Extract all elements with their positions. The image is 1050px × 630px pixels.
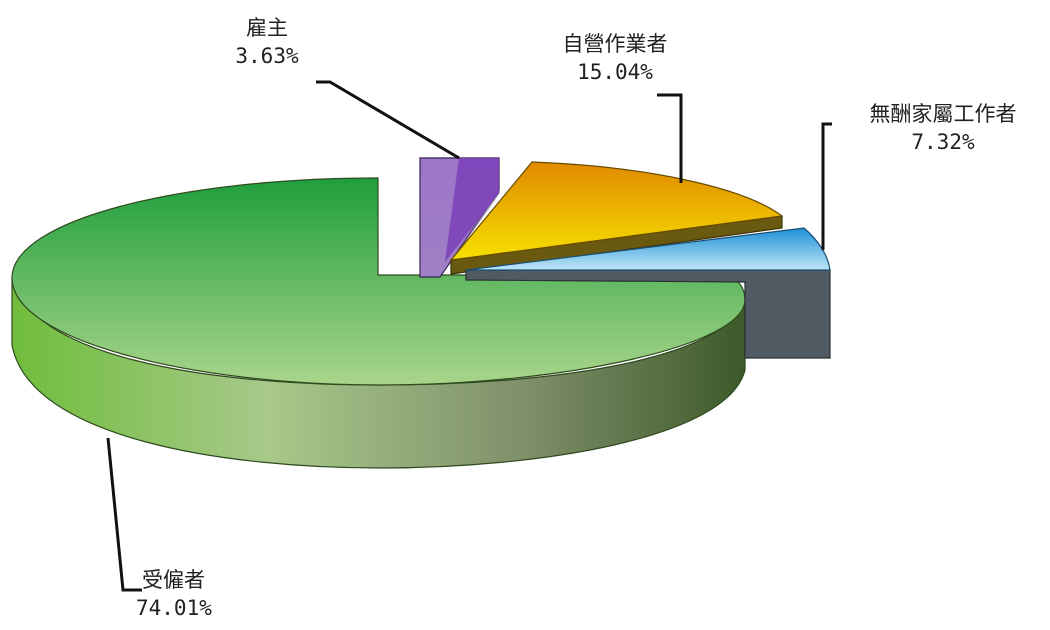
- leader-line-employers: [316, 80, 460, 160]
- label-own-account-value: 15.04%: [577, 60, 653, 84]
- slice-unpaid-family-workers: [465, 227, 831, 359]
- label-employers-value: 3.63%: [235, 44, 299, 68]
- slice-employees: [11, 177, 746, 469]
- label-own-account: 自營作業者 15.04%: [540, 30, 690, 86]
- label-employers: 雇主 3.63%: [222, 14, 312, 70]
- leader-line-unpaid-family: [821, 122, 832, 250]
- slice-employees-top: [11, 177, 746, 386]
- slice-employers: [419, 157, 500, 278]
- label-unpaid-family-value: 7.32%: [911, 130, 975, 154]
- label-employees-name: 受僱者: [142, 568, 205, 592]
- label-unpaid-family-name: 無酬家屬工作者: [869, 102, 1017, 126]
- leader-line-own-account: [657, 93, 683, 183]
- label-employees: 受僱者 74.01%: [136, 566, 252, 622]
- leader-line-employees: [106, 437, 142, 592]
- slice-unpaid-family-workers-side: [465, 269, 831, 359]
- label-employees-value: 74.01%: [136, 596, 212, 620]
- label-own-account-name: 自營作業者: [562, 32, 668, 56]
- label-employers-name: 雇主: [246, 16, 288, 40]
- label-unpaid-family: 無酬家屬工作者 7.32%: [838, 100, 1048, 156]
- slice-employees-side: [11, 277, 746, 469]
